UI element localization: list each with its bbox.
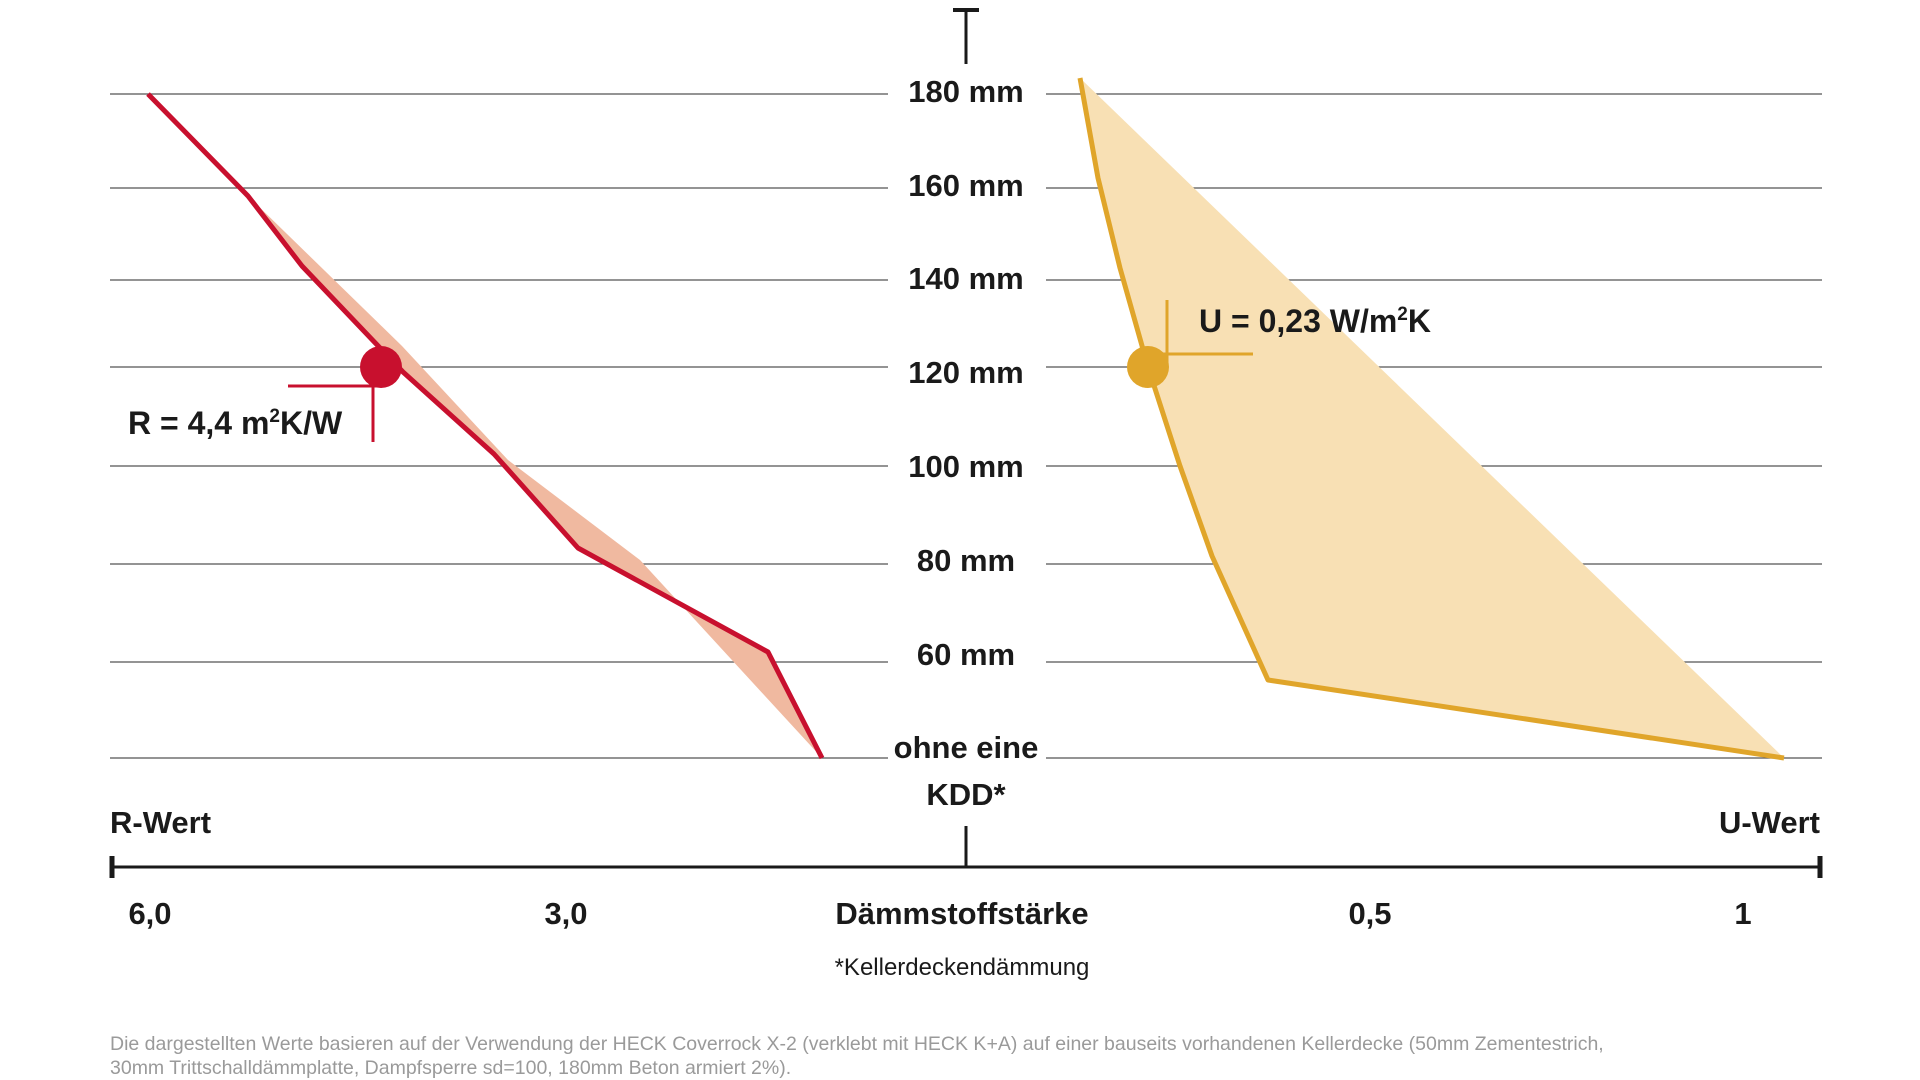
y-tick-label: 80 mm <box>917 543 1015 578</box>
y-tick-label: 120 mm <box>908 355 1023 390</box>
x-center-label: Dämmstoffstärke <box>835 896 1088 931</box>
y-tick-label: 60 mm <box>917 637 1015 672</box>
r-value-line <box>146 92 825 760</box>
r-marker-dot <box>360 346 402 388</box>
right-tick-label: 0,5 <box>1348 896 1391 931</box>
right-tick-label: 1 <box>1734 896 1751 931</box>
u-marker: U = 0,23 W/m2K <box>1127 300 1431 388</box>
u-value-line <box>1077 77 1785 761</box>
y-tick-label: 140 mm <box>908 261 1023 296</box>
y-tick-labels: 180 mm 160 mm 140 mm 120 mm 100 mm 80 mm… <box>894 74 1039 812</box>
r-marker-label: R = 4,4 m2K/W <box>128 405 343 441</box>
source-footnote-line2: 30mm Trittschalldämmplatte, Dampfsperre … <box>110 1057 792 1079</box>
y-zero-label-line1: ohne eine <box>894 730 1039 765</box>
y-tick-label: 160 mm <box>908 168 1023 203</box>
r-marker: R = 4,4 m2K/W <box>128 346 402 442</box>
y-tick-label: 100 mm <box>908 449 1023 484</box>
source-footnote: Die dargestellten Werte basieren auf der… <box>110 1032 1710 1080</box>
y-footnote: *Kellerdeckendämmung <box>835 954 1090 981</box>
source-footnote-line1: Die dargestellten Werte basieren auf der… <box>110 1033 1604 1055</box>
left-axis-label: R-Wert <box>110 805 211 840</box>
r-value-band <box>248 196 822 758</box>
u-value-area <box>1080 78 1784 758</box>
y-tick-label: 180 mm <box>908 74 1023 109</box>
left-tick-label: 6,0 <box>128 896 171 931</box>
y-zero-label-line2: KDD* <box>926 777 1006 812</box>
u-marker-dot <box>1127 346 1169 388</box>
right-axis-label: U-Wert <box>1719 805 1820 840</box>
u-marker-label: U = 0,23 W/m2K <box>1199 303 1431 339</box>
left-tick-label: 3,0 <box>544 896 587 931</box>
